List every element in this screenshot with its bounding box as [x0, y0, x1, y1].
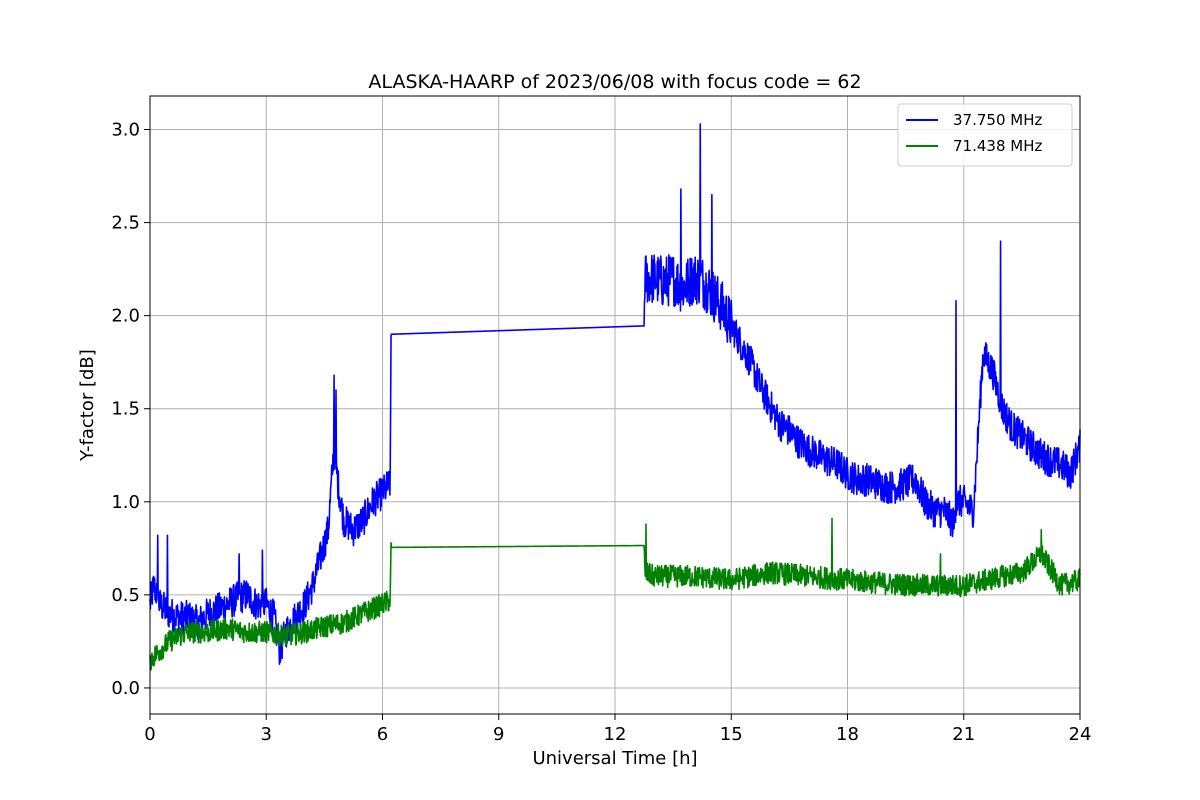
x-tick-label: 9	[493, 724, 504, 745]
x-tick-label: 12	[604, 724, 627, 745]
ticks: 0 3 6 9 12 15 18 21 24 0.0 0.5 1.0 1.5 2.0 2.5 3.0	[111, 120, 1091, 745]
legend-box	[897, 103, 1073, 167]
legend-label: 37.750 MHz	[953, 111, 1042, 129]
y-tick-label: 1.5	[111, 399, 140, 420]
y-tick-label: 3.0	[111, 120, 140, 141]
y-tick-label: 0.0	[111, 678, 140, 699]
x-tick-label: 18	[836, 724, 859, 745]
x-tick-label: 3	[261, 724, 272, 745]
y-tick-label: 2.5	[111, 213, 140, 234]
chart-title: ALASKA-HAARP of 2023/06/08 with focus co…	[368, 71, 861, 93]
legend-label: 71.438 MHz	[953, 137, 1042, 155]
x-tick-label: 0	[144, 724, 155, 745]
y-tick-label: 2.0	[111, 306, 140, 327]
x-tick-label: 21	[952, 724, 975, 745]
x-axis-label: Universal Time [h]	[532, 748, 697, 769]
x-tick-label: 6	[377, 724, 388, 745]
x-tick-label: 24	[1069, 724, 1092, 745]
series-line-1	[149, 123, 1081, 665]
y-tick-label: 0.5	[111, 585, 140, 606]
series-layer	[149, 123, 1081, 672]
series-line-2	[149, 517, 1081, 672]
y-axis-label: Y-factor [dB]	[77, 349, 98, 462]
x-tick-label: 15	[720, 724, 743, 745]
y-tick-label: 1.0	[111, 492, 140, 513]
legend: 37.750 MHz 71.438 MHz	[897, 103, 1073, 167]
